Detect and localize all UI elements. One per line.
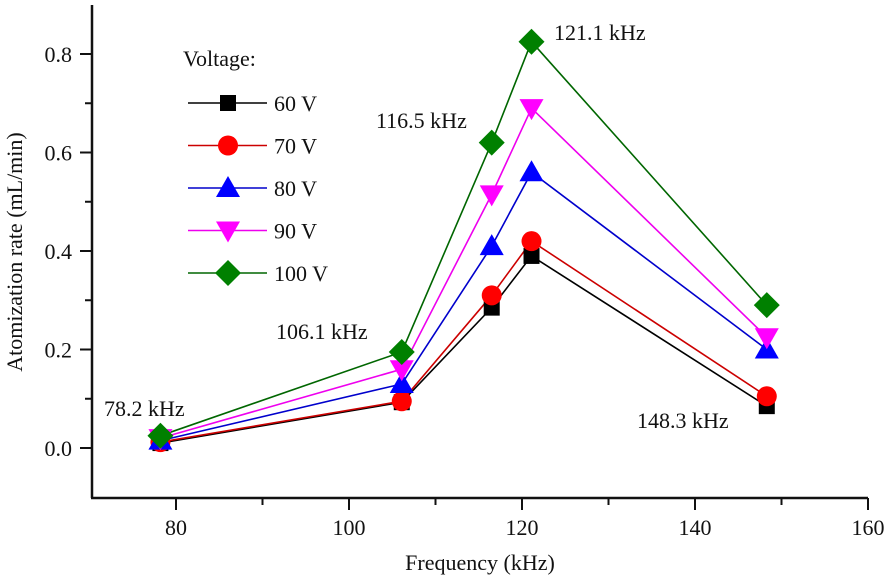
axes: 80 100 120 140 160 0.0 0.2 0.4 0.6 0.8 bbox=[45, 5, 885, 540]
x-tick-label: 140 bbox=[679, 515, 712, 540]
y-tick-label: 0.4 bbox=[45, 239, 73, 264]
data-point-80v bbox=[519, 160, 544, 182]
x-tick-label: 120 bbox=[506, 515, 539, 540]
legend-marker-60v bbox=[220, 95, 236, 111]
x-axis-title: Frequency (kHz) bbox=[405, 550, 555, 575]
data-point-70v bbox=[391, 391, 412, 412]
annotations: 78.2 kHz 106.1 kHz 116.5 kHz 121.1 kHz 1… bbox=[104, 20, 729, 433]
data-point-70v bbox=[481, 285, 502, 306]
y-tick-label: 0.6 bbox=[45, 141, 73, 166]
legend: Voltage: 60 V 70 V 80 V 90 V 100 V bbox=[183, 46, 328, 286]
legend-title: Voltage: bbox=[183, 46, 256, 71]
series-markers bbox=[147, 28, 780, 453]
series-lines bbox=[160, 40, 768, 444]
series-line-100v bbox=[160, 40, 768, 437]
y-axis-title: Atomization rate (mL/min) bbox=[2, 132, 27, 372]
legend-marker-90v bbox=[216, 221, 240, 243]
annotation-106-1: 106.1 kHz bbox=[276, 319, 368, 344]
data-point-70v bbox=[521, 231, 542, 252]
y-tick-label: 0.0 bbox=[45, 436, 73, 461]
legend-label-60v: 60 V bbox=[274, 91, 317, 116]
legend-label-100v: 100 V bbox=[274, 261, 328, 286]
legend-marker-100v bbox=[215, 260, 241, 286]
annotation-148-3: 148.3 kHz bbox=[637, 408, 729, 433]
data-point-90v bbox=[479, 185, 504, 207]
x-tick-label: 80 bbox=[165, 515, 187, 540]
y-tick-label: 0.8 bbox=[45, 42, 73, 67]
x-tick-label: 160 bbox=[852, 515, 885, 540]
data-point-100v bbox=[388, 338, 415, 365]
data-point-70v bbox=[756, 386, 777, 407]
legend-label-90v: 90 V bbox=[274, 219, 317, 244]
data-point-80v bbox=[389, 371, 414, 393]
data-point-100v bbox=[753, 292, 780, 319]
annotation-121-1: 121.1 kHz bbox=[554, 20, 646, 45]
data-point-100v bbox=[147, 422, 174, 449]
legend-marker-70v bbox=[218, 135, 238, 156]
x-tick-label: 100 bbox=[333, 515, 366, 540]
y-tick-label: 0.2 bbox=[45, 338, 73, 363]
data-point-90v bbox=[519, 99, 544, 121]
data-point-90v bbox=[754, 328, 779, 350]
annotation-78-2: 78.2 kHz bbox=[104, 396, 185, 421]
legend-label-80v: 80 V bbox=[274, 176, 317, 201]
legend-marker-80v bbox=[216, 176, 240, 197]
data-point-60v bbox=[523, 247, 540, 264]
data-point-100v bbox=[518, 28, 545, 55]
data-point-100v bbox=[478, 129, 505, 156]
series-line-80v bbox=[160, 171, 768, 442]
annotation-116-5: 116.5 kHz bbox=[376, 108, 467, 133]
data-point-80v bbox=[479, 234, 504, 256]
data-point-90v bbox=[389, 360, 414, 382]
legend-label-70v: 70 V bbox=[274, 134, 317, 159]
